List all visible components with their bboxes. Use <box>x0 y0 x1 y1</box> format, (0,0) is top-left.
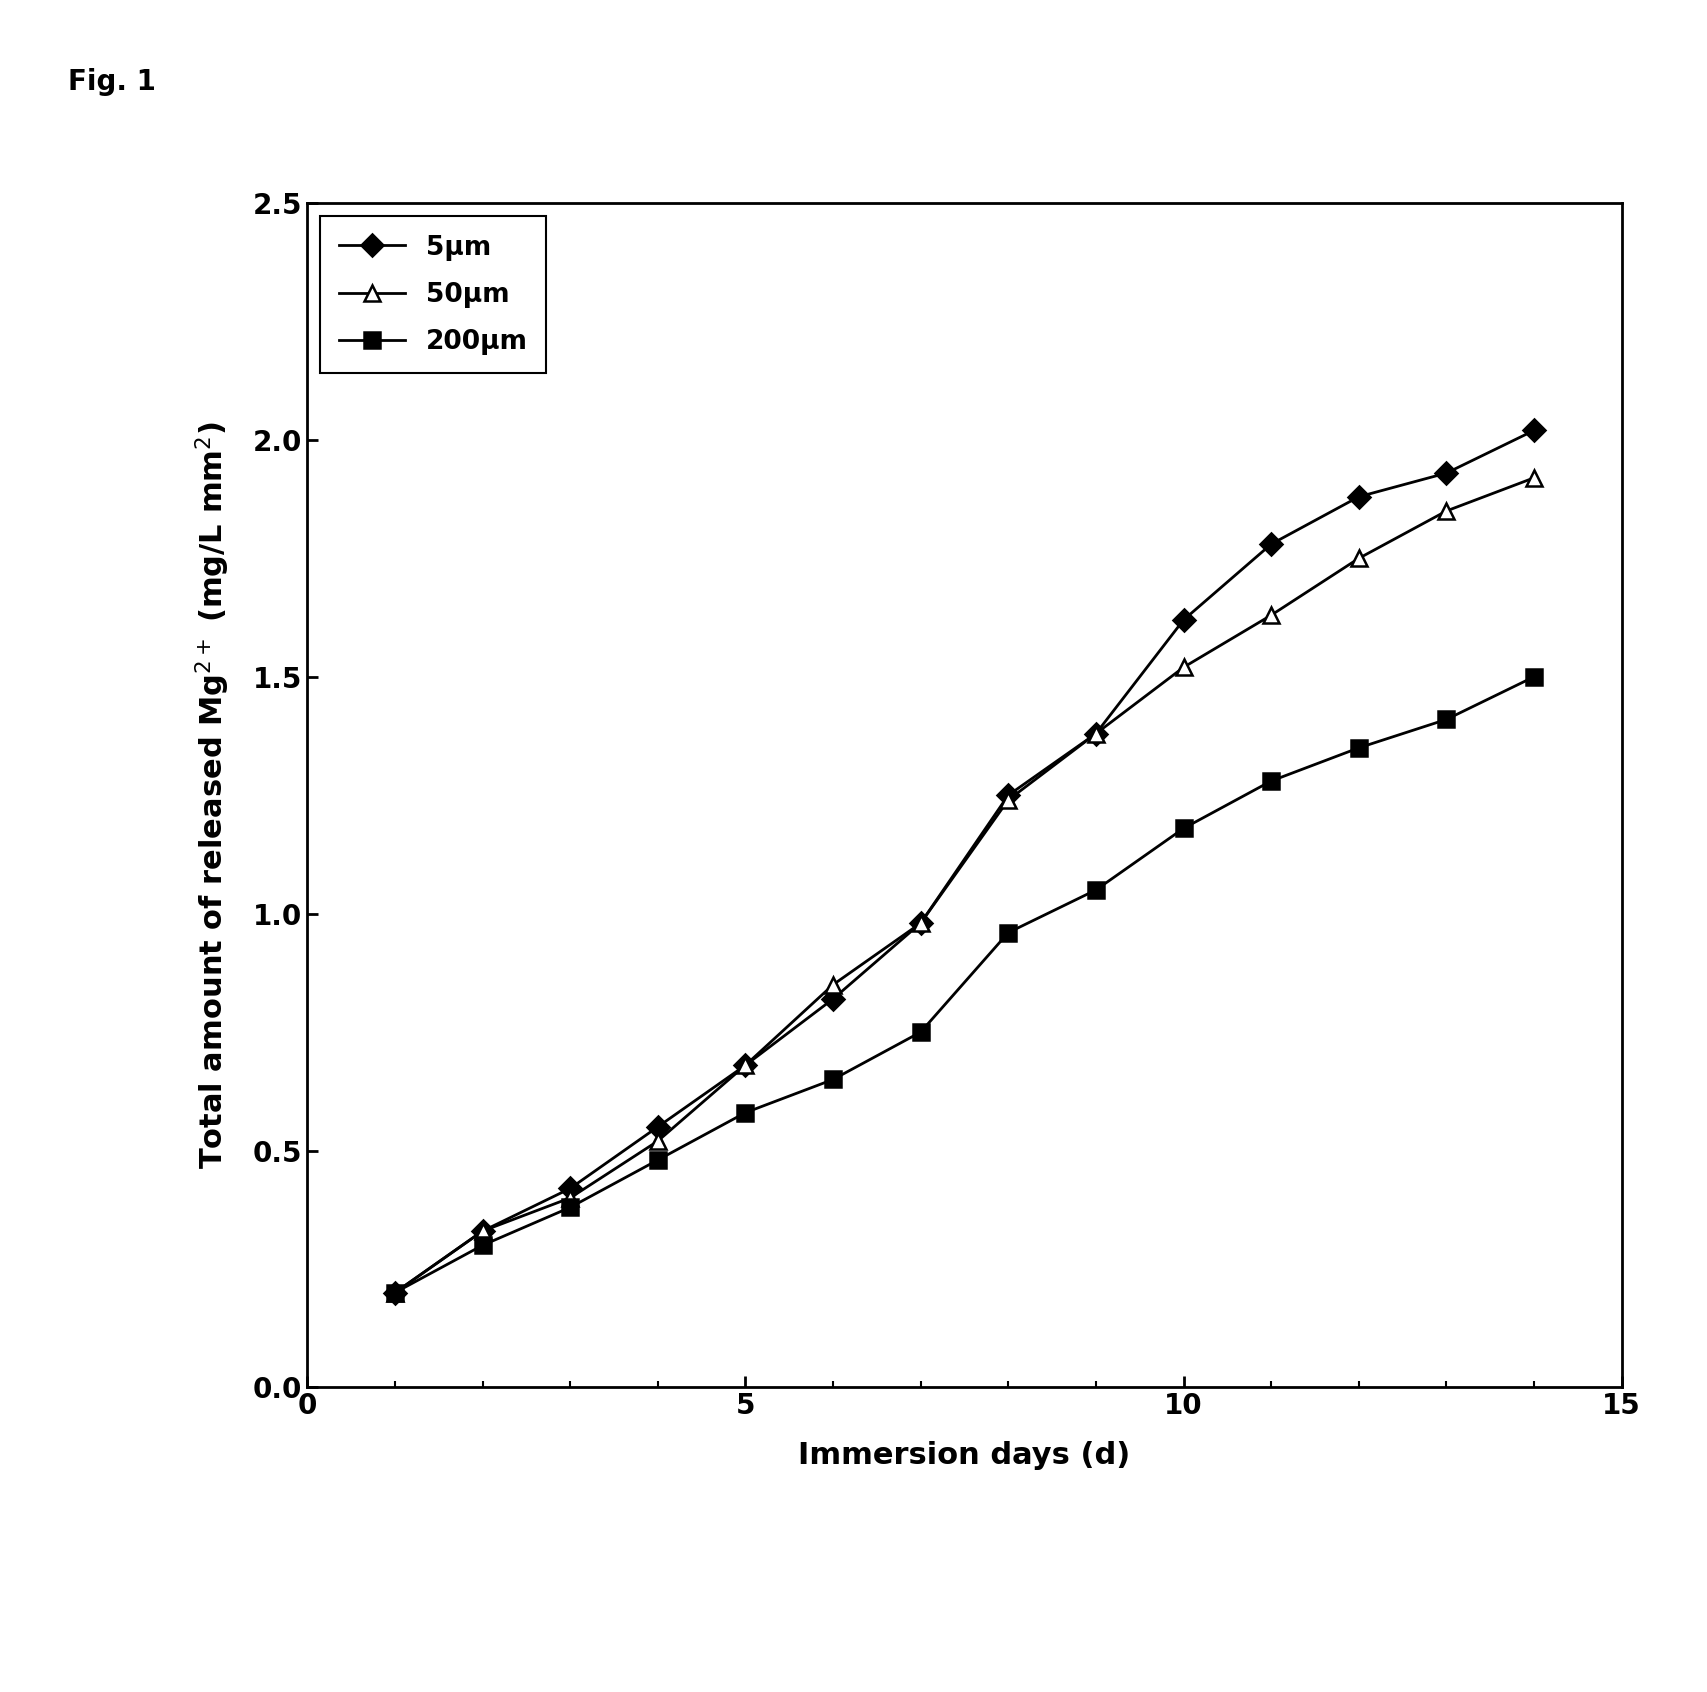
5μm <box>999 785 1019 805</box>
Text: Fig. 1: Fig. 1 <box>68 68 155 96</box>
5μm <box>1086 724 1106 744</box>
200μm <box>1086 880 1106 900</box>
5μm <box>736 1056 756 1076</box>
X-axis label: Immersion days (d): Immersion days (d) <box>799 1442 1130 1470</box>
200μm <box>1261 772 1282 792</box>
Line: 200μm: 200μm <box>387 668 1541 1301</box>
Legend: 5μm, 50μm, 200μm: 5μm, 50μm, 200μm <box>321 217 546 374</box>
50μm <box>910 914 930 934</box>
5μm <box>1173 609 1193 629</box>
50μm <box>473 1222 493 1242</box>
50μm <box>1524 467 1545 487</box>
50μm <box>1086 724 1106 744</box>
200μm <box>1349 738 1369 758</box>
200μm <box>560 1198 580 1218</box>
50μm <box>999 790 1019 810</box>
200μm <box>1173 819 1193 839</box>
5μm <box>1261 535 1282 555</box>
50μm <box>1261 606 1282 626</box>
50μm <box>384 1283 405 1303</box>
200μm <box>736 1103 756 1123</box>
5μm <box>647 1117 667 1137</box>
200μm <box>1436 709 1456 729</box>
5μm <box>1436 464 1456 484</box>
200μm <box>910 1022 930 1042</box>
Line: 50μm: 50μm <box>387 470 1541 1301</box>
Y-axis label: Total amount of released Mg$^{2+}$ (mg/L mm$^{2}$): Total amount of released Mg$^{2+}$ (mg/L… <box>193 421 232 1169</box>
50μm <box>736 1056 756 1076</box>
Line: 5μm: 5μm <box>387 423 1541 1301</box>
5μm <box>473 1222 493 1242</box>
50μm <box>647 1130 667 1151</box>
5μm <box>1524 420 1545 440</box>
50μm <box>1173 656 1193 677</box>
5μm <box>384 1283 405 1303</box>
5μm <box>910 914 930 934</box>
50μm <box>1436 501 1456 521</box>
5μm <box>1349 487 1369 508</box>
50μm <box>1349 548 1369 569</box>
50μm <box>560 1188 580 1208</box>
5μm <box>823 988 843 1008</box>
200μm <box>384 1283 405 1303</box>
200μm <box>999 922 1019 942</box>
5μm <box>560 1178 580 1198</box>
200μm <box>823 1069 843 1090</box>
200μm <box>473 1235 493 1255</box>
50μm <box>823 975 843 995</box>
200μm <box>1524 667 1545 687</box>
200μm <box>647 1151 667 1171</box>
